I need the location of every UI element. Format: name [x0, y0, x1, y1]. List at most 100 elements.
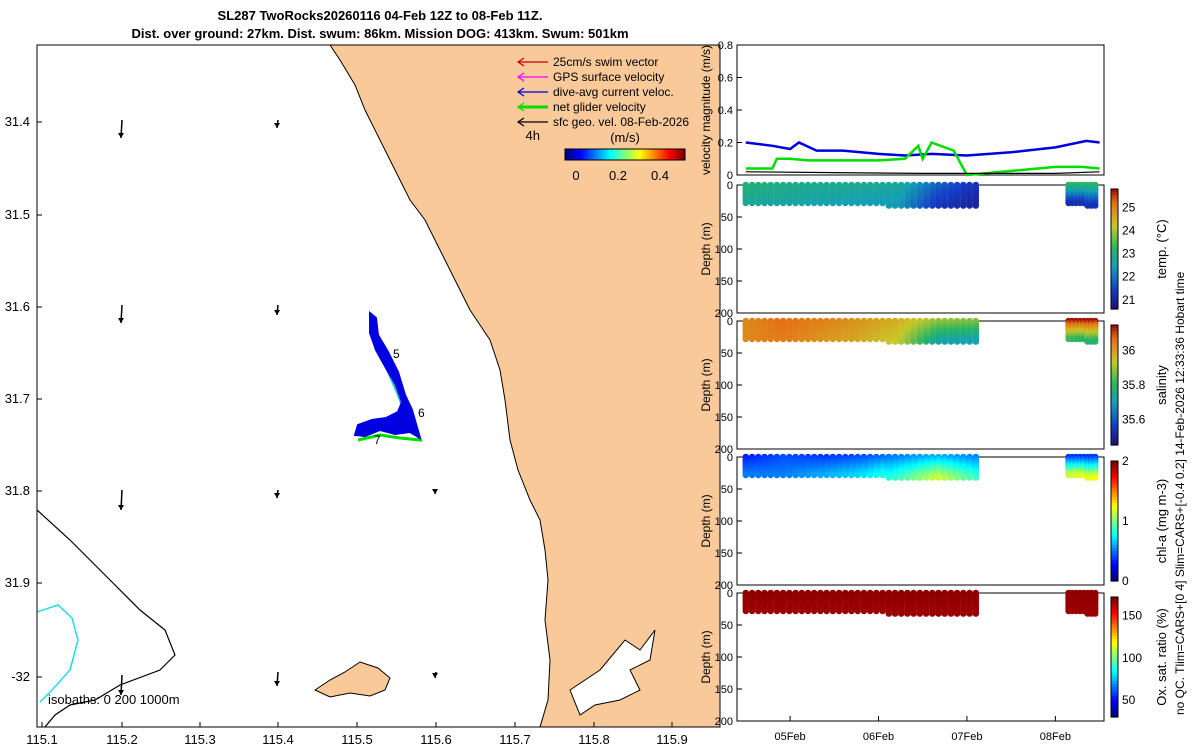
section-sample — [953, 202, 961, 209]
geo-vel-arrowhead — [274, 681, 280, 686]
section-sample — [779, 471, 787, 479]
section-cbar-cell — [1111, 627, 1118, 631]
vel-ytick-label: 0.6 — [718, 73, 733, 85]
section-sample — [767, 199, 774, 207]
section-sample — [929, 610, 936, 617]
section-sample — [866, 471, 874, 479]
map-ytick-label: 31.7 — [5, 391, 30, 406]
section-cbar-cell — [1111, 343, 1118, 347]
section-cbar-cell — [1111, 482, 1118, 486]
map-cbar-cell — [609, 149, 612, 160]
section-cbar-cell — [1111, 216, 1118, 220]
section-sample — [953, 474, 961, 481]
section-sample — [748, 335, 756, 343]
section-cbar-cell — [1111, 536, 1118, 540]
map-cbar-cell — [667, 149, 670, 160]
section-sample — [848, 471, 855, 479]
estuary-water — [569, 629, 656, 716]
legend-time: 4h — [526, 128, 540, 143]
section-sample — [966, 202, 973, 209]
section-cbar-cell — [1111, 690, 1118, 694]
map-cbar-cell — [591, 149, 594, 160]
section-sample — [885, 338, 893, 345]
section-cbar-cell — [1111, 624, 1118, 628]
time-tick-label: 05Feb — [774, 731, 805, 743]
section-sample — [823, 335, 830, 343]
section-cbar-tick: 36 — [1122, 344, 1136, 358]
section-cbar-cell — [1111, 427, 1118, 431]
section-cbar-cell — [1111, 548, 1118, 552]
map-cbar-frame — [564, 148, 686, 161]
section-sample — [910, 610, 917, 617]
section-cbar-label: chl-a (mg m-3) — [1154, 479, 1169, 564]
section-cbar-cell — [1111, 554, 1118, 558]
section-cbar-label: Ox. sat. ratio (%) — [1154, 608, 1169, 706]
section-sample — [910, 474, 917, 481]
map-cbar-cell — [657, 149, 660, 160]
map-cbar-cell — [577, 149, 580, 160]
section-cbar-cell — [1111, 494, 1118, 498]
section-cbar-cell — [1111, 467, 1118, 471]
section-sample — [885, 610, 893, 617]
section-cbar-cell — [1111, 500, 1118, 504]
section-cbar-cell — [1111, 530, 1118, 534]
section-cbar-cell — [1111, 361, 1118, 365]
section-sample — [854, 471, 861, 479]
section-cbar-cell — [1111, 678, 1118, 682]
section-sample — [755, 199, 762, 207]
section-cbar-cell — [1111, 252, 1118, 256]
section-cbar-cell — [1111, 412, 1118, 416]
section-sample — [798, 471, 806, 479]
map-xtick-label: 115.4 — [262, 732, 294, 747]
section-cbar-cell — [1111, 702, 1118, 706]
legend-label: dive-avg current veloc. — [553, 85, 674, 99]
section-cbar-cell — [1111, 666, 1118, 670]
section-cbar-cell — [1111, 273, 1118, 277]
section-cbar-cell — [1111, 195, 1118, 199]
section-sample — [929, 202, 936, 209]
section-sample — [904, 610, 911, 617]
section-sample — [848, 199, 855, 207]
section-sample — [829, 335, 837, 343]
section-cbar-cell — [1111, 291, 1118, 295]
section-cbar-cell — [1111, 385, 1118, 389]
section-cbar-tick: 0 — [1122, 574, 1129, 588]
map-cbar-cell — [669, 149, 672, 160]
geo-vel-arrowhead — [274, 310, 280, 315]
section-sample — [879, 335, 886, 343]
map-axis-ticks: 115.1 115.2 115.3 115.4 115.5 115.6 115.7 115.8… — [5, 114, 688, 747]
section-cbar-cell — [1111, 222, 1118, 226]
map-cbar-cell — [625, 149, 628, 160]
section-cbar-cell — [1111, 406, 1118, 410]
section-cbar-cell — [1111, 213, 1118, 217]
depth-tick-label: 100 — [715, 380, 733, 392]
section-cbar-cell — [1111, 578, 1118, 582]
section-cbar-cell — [1111, 711, 1118, 715]
map-cbar-cell — [645, 149, 648, 160]
section-sample — [960, 610, 967, 617]
section-cbar-cell — [1111, 210, 1118, 214]
map-cbar-cell — [661, 149, 664, 160]
section-cbar-tick: 24 — [1122, 224, 1136, 238]
vel-series-gps-surface-velocity — [745, 171, 1100, 174]
section-cbar-cell — [1111, 261, 1118, 265]
legend-label: GPS surface velocity — [553, 70, 664, 84]
map-ytick-label: 31.5 — [5, 207, 30, 222]
section-cbar-cell — [1111, 421, 1118, 425]
map-cbar-cell — [583, 149, 586, 160]
map-cbar-cell — [623, 149, 626, 160]
map-cbar-cell — [587, 149, 590, 160]
section-sample — [823, 607, 830, 615]
section-cbar-cell — [1111, 464, 1118, 468]
section-sample — [817, 471, 824, 479]
section-cbar-cell — [1111, 328, 1118, 332]
section-sample — [773, 471, 781, 479]
section-cbar-cell — [1111, 639, 1118, 643]
map-xtick-label: 115.9 — [656, 732, 688, 747]
map-cbar-cell — [595, 149, 598, 160]
section-cbar-cell — [1111, 373, 1118, 377]
section-sample — [891, 610, 899, 617]
section-sample — [773, 607, 781, 615]
colorbar-unit-label: (m/s) — [610, 130, 640, 145]
section-cbar-cell — [1111, 479, 1118, 483]
